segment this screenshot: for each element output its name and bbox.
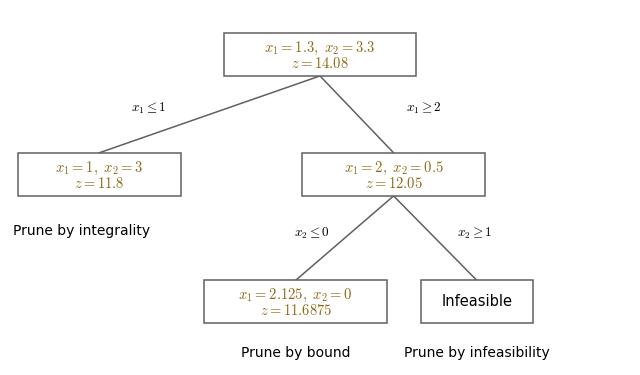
FancyBboxPatch shape: [303, 153, 485, 196]
Text: Prune by integrality: Prune by integrality: [13, 224, 150, 238]
Text: $z = 11.6875$: $z = 11.6875$: [259, 303, 332, 318]
Text: $x_1 \geq 2$: $x_1 \geq 2$: [406, 100, 442, 116]
FancyBboxPatch shape: [17, 153, 180, 196]
Text: $x_2 \leq 0$: $x_2 \leq 0$: [294, 226, 330, 241]
Text: $z = 12.05$: $z = 12.05$: [365, 176, 422, 190]
Text: $x_1 = 2,\ x_2 = 0.5$: $x_1 = 2,\ x_2 = 0.5$: [344, 160, 444, 177]
Text: Infeasible: Infeasible: [442, 294, 512, 309]
FancyBboxPatch shape: [224, 33, 416, 76]
Text: $x_1 = 2.125,\ x_2 = 0$: $x_1 = 2.125,\ x_2 = 0$: [239, 287, 353, 304]
Text: $z = 14.08$: $z = 14.08$: [291, 56, 349, 70]
Text: $x_2 \geq 1$: $x_2 \geq 1$: [457, 226, 493, 241]
Text: Prune by infeasibility: Prune by infeasibility: [404, 346, 550, 360]
Text: $x_1 \leq 1$: $x_1 \leq 1$: [131, 100, 166, 116]
Text: $x_1 = 1.3,\ x_2 = 3.3$: $x_1 = 1.3,\ x_2 = 3.3$: [264, 40, 376, 57]
Text: Prune by bound: Prune by bound: [241, 346, 351, 360]
FancyBboxPatch shape: [205, 280, 387, 323]
FancyBboxPatch shape: [421, 280, 532, 323]
Text: $z = 11.8$: $z = 11.8$: [74, 176, 124, 190]
Text: $x_1 = 1,\ x_2 = 3$: $x_1 = 1,\ x_2 = 3$: [55, 160, 143, 177]
